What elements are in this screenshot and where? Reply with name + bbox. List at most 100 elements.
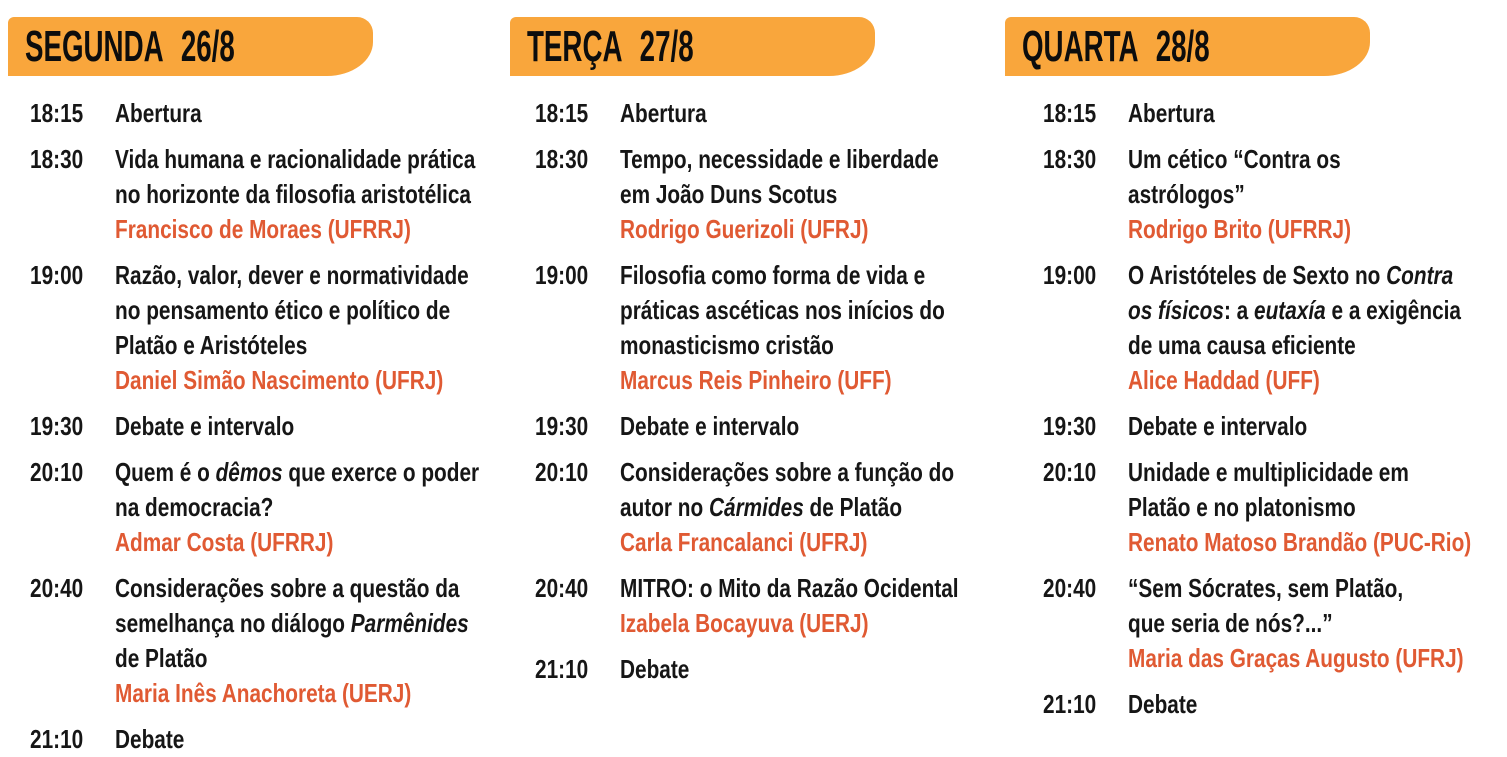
event-title-line: Unidade e multiplicidade em xyxy=(1128,455,1430,490)
title-text: monasticismo cristão xyxy=(620,330,834,360)
title-text: MITRO: o Mito da Razão Ocidental xyxy=(620,573,959,603)
title-text: Debate xyxy=(1128,689,1198,719)
event-title-line: Um cético “Contra os xyxy=(1128,142,1430,177)
title-text: em João Duns Scotus xyxy=(620,179,838,209)
event-speaker: Rodrigo Brito (UFRRJ) xyxy=(1128,214,1351,244)
event-title-line: monasticismo cristão xyxy=(620,328,932,363)
event-speaker: Maria Inês Anachoreta (UERJ) xyxy=(115,678,412,708)
title-text: Abertura xyxy=(1128,98,1215,128)
event-title-line: de uma causa eficiente xyxy=(1128,328,1430,363)
schedule-rows: 18:15 Abertura 18:30 Tempo, necessidade … xyxy=(510,96,1010,687)
title-text: “Sem Sócrates, sem Platão, xyxy=(1128,573,1404,603)
event-title-line: Tempo, necessidade e liberdade xyxy=(620,142,939,177)
event-time: 19:30 xyxy=(535,411,589,441)
event-time: 19:30 xyxy=(1043,411,1097,441)
event-time: 20:40 xyxy=(1043,573,1097,603)
event-title-line: Abertura xyxy=(1128,96,1430,131)
event-speaker: Alice Haddad (UFF) xyxy=(1128,365,1320,395)
event-title-line: Abertura xyxy=(620,96,932,131)
italic-term: Cármides xyxy=(708,492,804,522)
title-text: astrólogos” xyxy=(1128,179,1245,209)
title-text: Vida humana e racionalidade prática xyxy=(115,144,476,174)
event-title-line: Abertura xyxy=(115,96,429,131)
italic-term: eutaxía xyxy=(1254,295,1326,325)
event-time: 19:00 xyxy=(1043,260,1097,290)
event-title-line: Debate xyxy=(1128,687,1430,722)
event-content: Debate xyxy=(1128,687,1505,722)
day-banner: QUARTA 28/8 xyxy=(1005,17,1370,76)
italic-term: Contra xyxy=(1386,260,1454,290)
title-text: de uma causa eficiente xyxy=(1128,330,1356,360)
event-title-line: Considerações sobre a função do xyxy=(620,455,954,490)
event-time: 21:10 xyxy=(1043,689,1097,719)
title-text: Filosofia como forma de vida e xyxy=(620,260,926,290)
event-content: Debate e intervalo xyxy=(1128,409,1505,444)
title-text: de Platão xyxy=(115,643,208,673)
title-text: Razão, valor, dever e normatividade xyxy=(115,260,469,290)
schedule-row: 19:00 Razão, valor, dever e normatividad… xyxy=(30,258,508,398)
event-title-line: que seria de nós?...” xyxy=(1128,606,1430,641)
schedule-row: 18:15 Abertura xyxy=(30,96,508,131)
event-speaker: Carla Francalanci (UFRJ) xyxy=(620,527,868,557)
title-text: Debate e intervalo xyxy=(1128,411,1308,441)
event-title-line: os físicos: a eutaxía e a exigência xyxy=(1128,293,1461,328)
event-content: Debate xyxy=(620,652,1010,687)
event-title-line: Debate e intervalo xyxy=(1128,409,1430,444)
title-text: no horizonte da filosofia aristotélica xyxy=(115,179,471,209)
event-title-line: O Aristóteles de Sexto no Contra xyxy=(1128,258,1453,293)
event-title-line: Razão, valor, dever e normatividade xyxy=(115,258,469,293)
schedule-row: 19:00 O Aristóteles de Sexto no Contra os… xyxy=(1043,258,1505,398)
schedule-row: 18:30 Um cético “Contra os astrólogos” Rod… xyxy=(1043,142,1505,247)
schedule-row: 20:40 Considerações sobre a questão da se… xyxy=(30,571,508,711)
event-speaker: Admar Costa (UFRRJ) xyxy=(115,527,334,557)
event-content: “Sem Sócrates, sem Platão, que seria de n… xyxy=(1128,571,1505,676)
event-time: 18:15 xyxy=(535,98,589,128)
event-speaker: Renato Matoso Brandão (PUC-Rio) xyxy=(1128,527,1472,557)
schedule-row: 19:30 Debate e intervalo xyxy=(30,409,508,444)
event-time: 18:30 xyxy=(30,144,84,174)
event-content: Considerações sobre a função do autor no … xyxy=(620,455,1010,560)
schedule-rows: 18:15 Abertura 18:30 Vida humana e racio… xyxy=(8,96,508,757)
event-speaker: Izabela Bocayuva (UERJ) xyxy=(620,608,869,638)
event-title-line: Vida humana e racionalidade prática xyxy=(115,142,475,177)
event-time: 20:10 xyxy=(535,457,589,487)
schedule-row: 21:10 Debate xyxy=(535,652,1010,687)
title-text: Um cético “Contra os xyxy=(1128,144,1341,174)
event-time: 18:30 xyxy=(1043,144,1097,174)
event-content: Quem é o dêmos que exerce o poder na demo… xyxy=(115,455,508,560)
day-banner: TERÇA 27/8 xyxy=(510,17,875,76)
event-title-line: Quem é o dêmos que exerce o poder xyxy=(115,455,479,490)
day-column: QUARTA 28/8 18:15 Abertura 18:30 Um céti… xyxy=(1005,17,1505,733)
title-text: Platão e Aristóteles xyxy=(115,330,308,360)
day-banner: SEGUNDA 26/8 xyxy=(8,17,373,76)
event-content: Debate xyxy=(115,722,508,757)
schedule-row: 19:30 Debate e intervalo xyxy=(535,409,1010,444)
title-text: de Platão xyxy=(803,492,903,522)
event-title-line: práticas ascéticas nos inícios do xyxy=(620,293,945,328)
event-time: 20:40 xyxy=(30,573,84,603)
event-content: Unidade e multiplicidade em Platão e no p… xyxy=(1128,455,1505,560)
event-content: O Aristóteles de Sexto no Contra os físic… xyxy=(1128,258,1505,398)
event-content: Abertura xyxy=(620,96,1010,131)
schedule-row: 20:10 Quem é o dêmos que exerce o poder n… xyxy=(30,455,508,560)
italic-term: os físicos xyxy=(1128,295,1224,325)
schedule-row: 20:40 MITRO: o Mito da Razão Ocidental Iz… xyxy=(535,571,1010,641)
title-text: práticas ascéticas nos inícios do xyxy=(620,295,945,325)
title-text: Abertura xyxy=(115,98,202,128)
event-speaker: Francisco de Moraes (UFRRJ) xyxy=(115,214,411,244)
title-text: Considerações sobre a questão da xyxy=(115,573,460,603)
day-title: SEGUNDA 26/8 xyxy=(25,21,235,71)
event-title-line: Debate xyxy=(115,722,429,757)
event-time: 18:30 xyxy=(535,144,589,174)
event-title-line: semelhança no diálogo Parmênides xyxy=(115,606,469,641)
day-column: SEGUNDA 26/8 18:15 Abertura 18:30 Vida h… xyxy=(8,17,508,757)
event-time: 20:40 xyxy=(535,573,589,603)
day-column: TERÇA 27/8 18:15 Abertura 18:30 Tempo, n… xyxy=(510,17,1010,698)
event-speaker: Marcus Reis Pinheiro (UFF) xyxy=(620,365,892,395)
event-time: 18:15 xyxy=(1043,98,1097,128)
event-title-line: Debate e intervalo xyxy=(620,409,932,444)
event-speaker: Daniel Simão Nascimento (UFRJ) xyxy=(115,365,444,395)
event-content: Considerações sobre a questão da semelhan… xyxy=(115,571,508,711)
schedule-row: 18:15 Abertura xyxy=(1043,96,1505,131)
